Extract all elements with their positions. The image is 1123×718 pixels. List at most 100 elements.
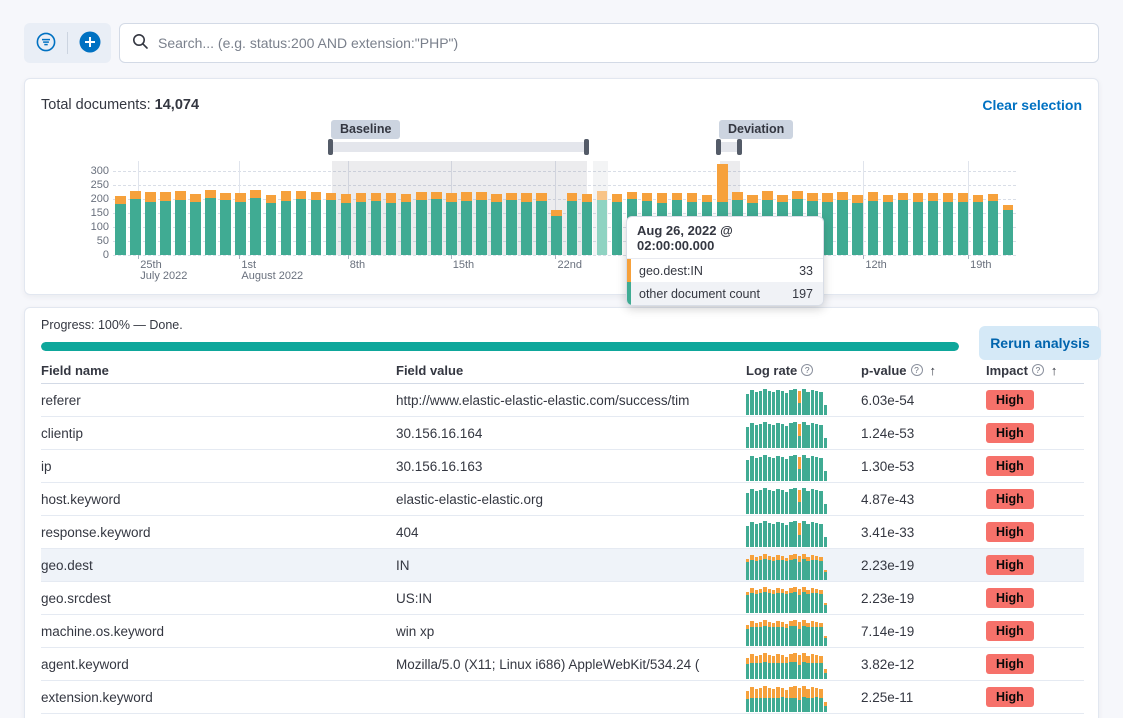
histogram-bar xyxy=(115,195,126,255)
field-value-cell: IN xyxy=(396,557,410,573)
info-icon[interactable]: ? xyxy=(910,363,923,376)
impact-cell: High xyxy=(986,621,1084,641)
histogram-bar xyxy=(942,192,954,255)
results-table: Field name Field value Log rate? p-value? ↑ I… xyxy=(41,357,1084,714)
field-name-cell: referer xyxy=(41,392,81,408)
y-axis-tick: 100 xyxy=(90,221,109,233)
column-header-p-value[interactable]: p-value? ↑ xyxy=(861,362,937,378)
histogram-bar xyxy=(205,189,216,255)
table-header-row: Field name Field value Log rate? p-value? ↑ I… xyxy=(41,357,1084,384)
field-name-cell: clientip xyxy=(41,425,84,441)
deviation-brush-right-handle[interactable] xyxy=(737,139,742,155)
field-name-cell: geo.srcdest xyxy=(41,590,111,606)
histogram-bar xyxy=(822,192,833,255)
rerun-analysis-button[interactable]: Rerun analysis xyxy=(979,326,1101,360)
baseline-brush[interactable] xyxy=(328,139,589,155)
field-name-cell: host.keyword xyxy=(41,491,121,507)
histogram-bar xyxy=(175,191,186,255)
log-rate-mini-chart xyxy=(746,421,828,448)
table-row[interactable]: referer http://www.elastic-elastic-elast… xyxy=(41,384,1084,417)
field-name-cell: machine.os.keyword xyxy=(41,623,165,639)
table-row[interactable]: host.keyword elastic-elastic-elastic.org… xyxy=(41,483,1084,516)
histogram-bar xyxy=(400,193,412,255)
impact-badge: High xyxy=(986,489,1034,509)
impact-cell: High xyxy=(986,489,1084,509)
progress-bar xyxy=(41,342,959,351)
tooltip-title: Aug 26, 2022 @ 02:00:00.000 xyxy=(627,217,823,259)
impact-badge: High xyxy=(986,588,1034,608)
log-rate-cell xyxy=(746,551,861,580)
chart-tooltip: Aug 26, 2022 @ 02:00:00.000 geo.dest:IN … xyxy=(626,216,824,306)
table-row[interactable]: clientip 30.156.16.164 1.24e-53 High xyxy=(41,417,1084,450)
clear-selection-link[interactable]: Clear selection xyxy=(982,97,1082,113)
x-axis-tick: 25th xyxy=(140,259,162,271)
search-input[interactable] xyxy=(149,35,1086,51)
deviation-brush[interactable] xyxy=(716,139,742,155)
histogram-bar xyxy=(370,193,382,255)
x-axis-tick: 15th xyxy=(452,259,475,271)
table-row[interactable]: extension.keyword 2.25e-11 High xyxy=(41,681,1084,714)
baseline-brush-right-handle[interactable] xyxy=(584,139,589,155)
info-icon[interactable]: ? xyxy=(801,363,814,376)
field-value-cell: Mozilla/5.0 (X11; Linux i686) AppleWebKi… xyxy=(396,656,700,672)
baseline-brush-left-handle[interactable] xyxy=(328,139,333,155)
log-rate-cell xyxy=(746,452,861,481)
search-input-wrapper xyxy=(119,23,1099,63)
column-header-impact[interactable]: Impact? ↑ xyxy=(986,362,1058,378)
sort-ascending-icon[interactable]: ↑ xyxy=(1050,362,1058,378)
sort-ascending-icon[interactable]: ↑ xyxy=(929,362,937,378)
tooltip-series-row: other document count 197 xyxy=(627,282,823,305)
histogram-bar xyxy=(130,191,141,255)
histogram-bar xyxy=(250,189,261,255)
log-rate-cell xyxy=(746,617,861,646)
impact-cell: High xyxy=(986,423,1084,443)
histogram-bar xyxy=(972,194,984,255)
log-rate-mini-chart xyxy=(746,652,828,679)
x-axis-tick: 22nd xyxy=(557,259,582,271)
table-row[interactable]: ip 30.156.16.163 1.30e-53 High xyxy=(41,450,1084,483)
field-value-cell: win xp xyxy=(396,623,435,639)
histogram-bar xyxy=(446,193,457,255)
p-value-cell: 1.24e-53 xyxy=(861,425,915,441)
table-row[interactable]: geo.dest IN 2.23e-19 High xyxy=(41,549,1084,582)
log-rate-cell xyxy=(746,419,861,448)
impact-badge: High xyxy=(986,687,1034,707)
log-rate-cell xyxy=(746,683,861,712)
histogram-bar xyxy=(325,193,337,255)
y-axis-tick: 150 xyxy=(90,207,109,219)
histogram-bar xyxy=(1002,205,1014,255)
histogram-bar xyxy=(340,194,352,255)
field-value-cell: 30.156.16.163 xyxy=(396,458,483,474)
document-count-chart[interactable] xyxy=(113,161,1016,256)
histogram-bar xyxy=(431,191,442,255)
saved-query-menu-button[interactable] xyxy=(24,23,67,63)
add-filter-button[interactable] xyxy=(68,23,111,63)
log-rate-mini-chart xyxy=(746,487,828,514)
log-rate-mini-chart xyxy=(746,454,828,481)
field-value-cell: 30.156.16.164 xyxy=(396,425,483,441)
y-axis-tick: 50 xyxy=(96,235,109,247)
log-rate-cell xyxy=(746,386,861,415)
field-name-cell: ip xyxy=(41,458,52,474)
y-axis-tick: 250 xyxy=(90,179,109,191)
x-axis-tick: 19th xyxy=(970,259,992,271)
table-row[interactable]: response.keyword 404 3.41e-33 High xyxy=(41,516,1084,549)
impact-badge: High xyxy=(986,522,1034,542)
histogram-bar xyxy=(837,192,848,255)
p-value-cell: 4.87e-43 xyxy=(861,491,915,507)
log-rate-mini-chart xyxy=(746,388,828,415)
deviation-brush-left-handle[interactable] xyxy=(716,139,721,155)
histogram-bar xyxy=(235,193,246,255)
progress-bar-fill xyxy=(41,342,959,351)
histogram-bar xyxy=(461,191,472,255)
table-row[interactable]: machine.os.keyword win xp 7.14e-19 High xyxy=(41,615,1084,648)
impact-cell: High xyxy=(986,588,1084,608)
info-icon[interactable]: ? xyxy=(1031,363,1044,376)
table-row[interactable]: agent.keyword Mozilla/5.0 (X11; Linux i6… xyxy=(41,648,1084,681)
query-toolbar xyxy=(24,23,1099,63)
impact-badge: High xyxy=(986,621,1034,641)
impact-badge: High xyxy=(986,654,1034,674)
table-row[interactable]: geo.srcdest US:IN 2.23e-19 High xyxy=(41,582,1084,615)
deviation-badge: Deviation xyxy=(719,120,794,139)
series-value: 33 xyxy=(799,263,813,278)
